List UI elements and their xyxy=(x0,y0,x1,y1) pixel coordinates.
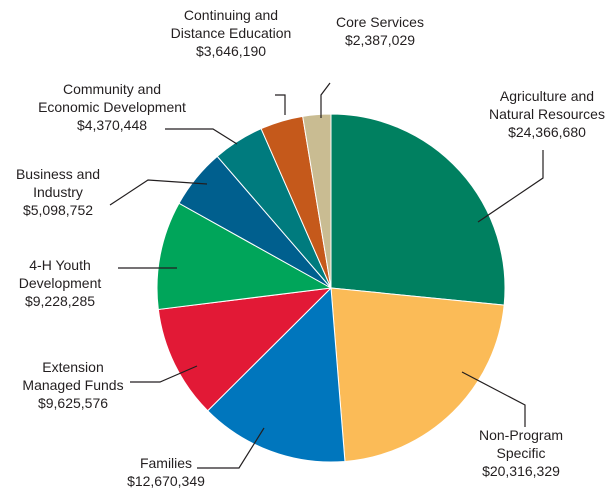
leader-line-agriculture-and-natural-resources xyxy=(477,150,544,223)
slice-name-line: Industry xyxy=(33,184,83,200)
slice-name-line: Business and xyxy=(16,166,100,182)
slice-name-line: Managed Funds xyxy=(22,377,123,393)
slice-name-line: Continuing and xyxy=(184,7,278,23)
pie-slice-4-h-youth-development xyxy=(156,202,333,310)
slice-amount: $24,366,680 xyxy=(508,124,586,140)
slice-name-line: Core Services xyxy=(336,14,424,30)
slice-label-business-and-industry: Business and Industry $5,098,752 xyxy=(16,166,100,218)
slice-name-line: Natural Resources xyxy=(489,106,605,122)
pie-slices xyxy=(156,113,506,463)
leader-line-families xyxy=(197,427,265,469)
slice-amount: $12,670,349 xyxy=(127,473,205,489)
slice-name-line: Families xyxy=(140,455,192,471)
pie-slice-non-program-specific xyxy=(330,287,505,462)
slice-label-families: Families $12,670,349 xyxy=(127,455,205,489)
slice-name-line: Distance Education xyxy=(171,25,292,41)
slice-name-line: 4-H Youth xyxy=(29,257,91,273)
slice-name-line: Extension xyxy=(42,359,103,375)
leader-line-non-program-specific xyxy=(461,371,526,427)
slice-name-line: Agriculture and xyxy=(500,88,594,104)
leader-line-core-services xyxy=(320,82,331,118)
slice-label-core-services: Core Services $2,387,029 xyxy=(336,14,424,48)
pie-slice-agriculture-and-natural-resources xyxy=(330,113,506,306)
slice-amount: $3,646,190 xyxy=(196,43,266,59)
slice-label-extension-managed-funds: Extension Managed Funds $9,625,576 xyxy=(22,359,123,411)
slice-amount: $5,098,752 xyxy=(23,202,93,218)
slice-label-non-program-specific: Non-Program Specific $20,316,329 xyxy=(479,427,563,479)
slice-labels: Agriculture and Natural Resources $24,366,… xyxy=(16,7,605,489)
slice-amount: $9,625,576 xyxy=(38,395,108,411)
leader-line-community-and-economic-development xyxy=(165,128,238,145)
pie-slice-families xyxy=(206,286,346,463)
slice-name-line: Non-Program xyxy=(479,427,563,443)
slice-amount: $4,370,448 xyxy=(77,117,147,133)
leader-line-extension-managed-funds xyxy=(130,365,198,383)
slice-name-line: Community and xyxy=(63,81,161,97)
leader-line-business-and-industry xyxy=(109,179,208,206)
slice-label-continuing-and-distance-education: Continuing and Distance Education $3,646,1… xyxy=(171,7,292,59)
slice-label-4-h-youth-development: 4-H Youth Development $9,228,285 xyxy=(19,257,102,309)
pie-slice-core-services xyxy=(302,113,332,289)
slice-name-line: Development xyxy=(19,275,102,291)
slice-label-agriculture-and-natural-resources: Agriculture and Natural Resources $24,366,… xyxy=(489,88,605,140)
slice-name-line: Specific xyxy=(496,445,545,461)
leader-line-continuing-and-distance-education xyxy=(275,94,286,115)
pie-slice-extension-managed-funds xyxy=(157,287,333,412)
slice-label-community-and-economic-development: Community and Economic Development $4,370,… xyxy=(38,81,186,133)
slice-amount: $9,228,285 xyxy=(25,293,95,309)
slice-amount: $2,387,029 xyxy=(345,32,415,48)
leader-lines xyxy=(109,82,544,469)
slice-name-line: Economic Development xyxy=(38,99,186,115)
slice-amount: $20,316,329 xyxy=(482,463,560,479)
